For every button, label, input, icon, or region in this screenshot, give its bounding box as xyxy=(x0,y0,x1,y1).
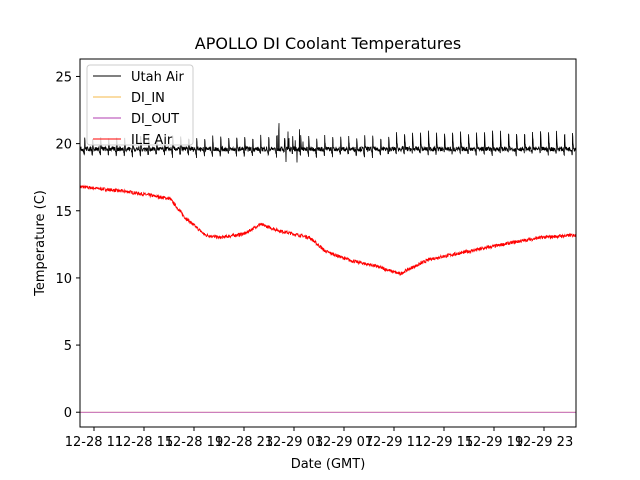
legend-label: DI_OUT xyxy=(131,112,179,127)
legend-box xyxy=(86,64,194,146)
axes-frame xyxy=(79,58,577,428)
legend-label: Utah Air xyxy=(131,70,184,85)
y-tick-label: 20 xyxy=(55,138,72,153)
x-tick-label: 12-28 23 xyxy=(215,435,273,450)
y-tick-label: 10 xyxy=(55,272,72,287)
legend-label: ILE Air xyxy=(131,133,173,148)
y-tick-label: 0 xyxy=(64,406,72,421)
x-tick-label: 12-29 07 xyxy=(315,435,373,450)
plot-area xyxy=(80,123,576,413)
series-line-utah-air xyxy=(80,123,576,163)
x-tick-label: 12-29 19 xyxy=(465,435,523,450)
x-tick-label: 12-29 23 xyxy=(515,435,573,450)
legend: Utah Air DI_IN DI_OUT ILE Air xyxy=(86,64,194,148)
y-tick-label: 5 xyxy=(64,339,72,354)
y-tick-label: 15 xyxy=(55,205,72,220)
x-tick-label: 12-28 11 xyxy=(65,435,123,450)
x-tick-label: 12-29 03 xyxy=(265,435,323,450)
x-tick-label: 12-29 11 xyxy=(365,435,423,450)
chart-title: APOLLO DI Coolant Temperatures xyxy=(195,34,461,53)
legend-label: DI_IN xyxy=(131,91,165,106)
x-tick-label: 12-28 15 xyxy=(115,435,173,450)
y-tick-label: 25 xyxy=(55,70,72,85)
x-tick-label: 12-29 15 xyxy=(415,435,473,450)
series-line-ile-air xyxy=(80,184,576,276)
x-axis-label: Date (GMT) xyxy=(291,457,366,472)
y-axis-label: Temperature (C) xyxy=(33,190,48,297)
x-tick-label: 12-28 19 xyxy=(165,435,223,450)
